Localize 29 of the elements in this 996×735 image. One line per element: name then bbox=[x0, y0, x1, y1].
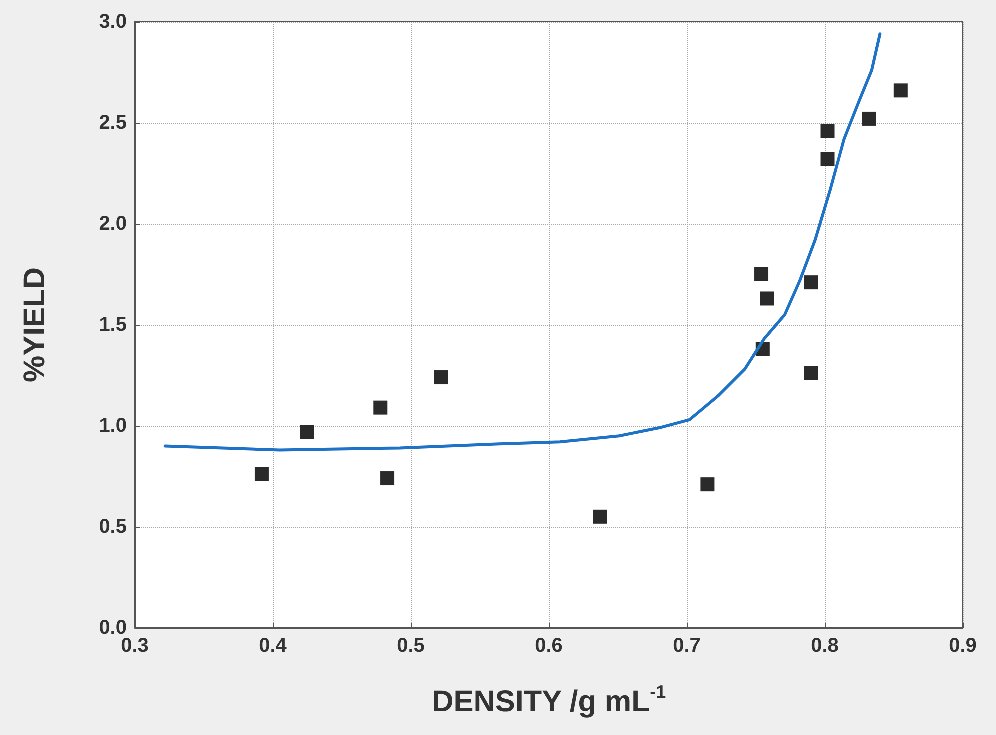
point bbox=[380, 472, 395, 486]
x-tick-label: 0.9 bbox=[949, 635, 977, 657]
point bbox=[820, 124, 835, 138]
point bbox=[804, 366, 818, 380]
y-tick-label: 2.5 bbox=[99, 112, 127, 134]
point bbox=[820, 152, 835, 166]
point bbox=[593, 510, 608, 524]
x-tick-label: 0.8 bbox=[811, 635, 839, 657]
x-tick-label: 0.7 bbox=[673, 635, 701, 657]
point bbox=[374, 400, 388, 415]
x-tick-label: 0.5 bbox=[397, 635, 425, 657]
point bbox=[254, 467, 269, 482]
x-tick-label: 0.6 bbox=[535, 635, 563, 657]
y-tick-label: 2.0 bbox=[99, 213, 127, 235]
point bbox=[300, 425, 314, 440]
point bbox=[700, 478, 715, 492]
point bbox=[894, 84, 908, 98]
point bbox=[804, 276, 818, 290]
point bbox=[760, 292, 774, 306]
y-tick-label: 1.5 bbox=[99, 314, 127, 336]
y-tick-label: 3.0 bbox=[99, 11, 127, 33]
line-series bbox=[164, 32, 882, 452]
y-axis-title: %YIELD bbox=[18, 267, 52, 383]
y-tick-label: 0.5 bbox=[99, 516, 127, 538]
x-tick-label: 0.4 bbox=[259, 635, 288, 657]
y-tick-label: 1.0 bbox=[99, 415, 127, 437]
point bbox=[434, 370, 448, 385]
point bbox=[754, 268, 769, 282]
point bbox=[862, 112, 876, 126]
